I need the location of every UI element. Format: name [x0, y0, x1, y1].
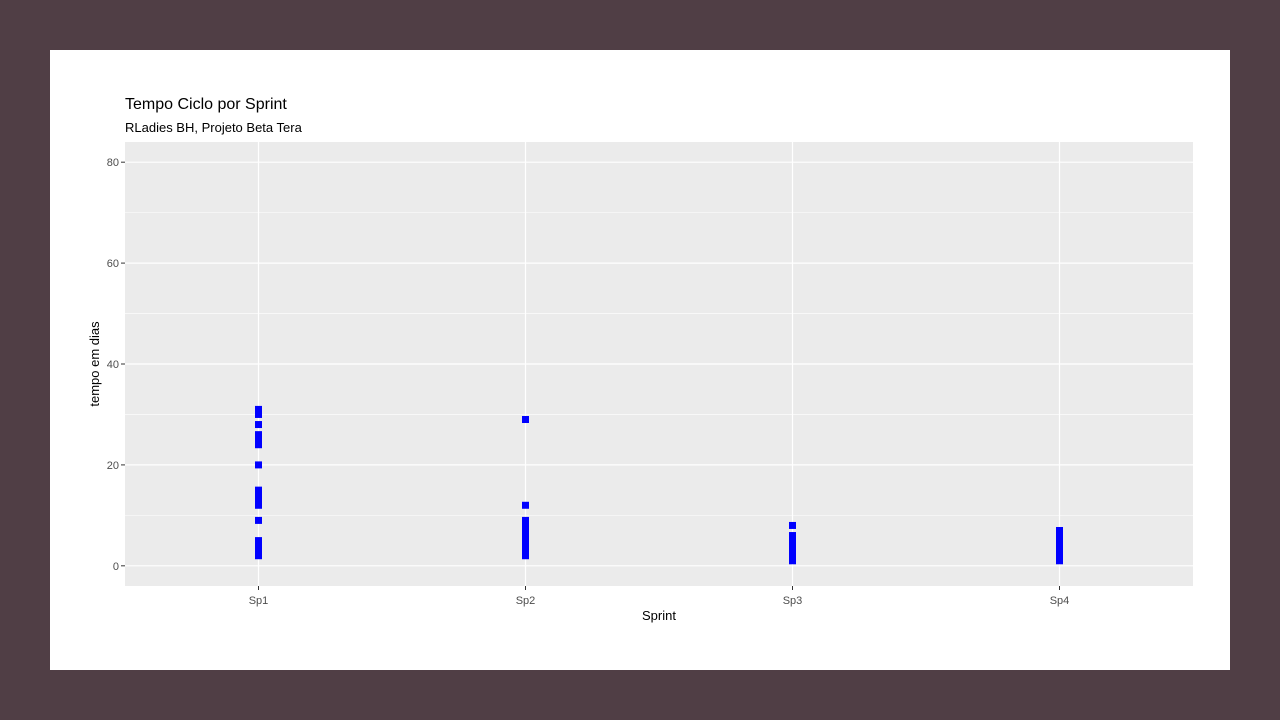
data-point	[522, 532, 529, 540]
data-point	[255, 436, 262, 444]
data-point	[522, 516, 529, 524]
data-point	[522, 527, 529, 534]
y-tick-label: 20	[107, 460, 119, 472]
data-point	[255, 421, 262, 429]
data-points	[255, 405, 1063, 565]
data-point	[789, 557, 796, 565]
data-point	[1056, 532, 1063, 540]
chart-svg: Tempo Ciclo por Sprint RLadies BH, Proje…	[87, 96, 1193, 623]
data-point	[1056, 547, 1063, 555]
x-tick-label: Sp3	[783, 595, 803, 607]
data-point	[522, 521, 529, 529]
chart-subtitle: RLadies BH, Projeto Beta Tera	[125, 120, 303, 135]
data-point	[789, 537, 796, 545]
data-point	[255, 537, 262, 545]
data-point	[255, 501, 262, 509]
data-point	[522, 552, 529, 560]
y-tick-label: 0	[113, 561, 119, 573]
y-tick-label: 80	[107, 157, 119, 169]
data-point	[255, 547, 262, 555]
data-point	[1056, 557, 1063, 565]
data-point	[255, 491, 262, 499]
x-axis: Sp1 Sp2 Sp3 Sp4	[249, 586, 1070, 607]
y-tick-label: 60	[107, 258, 119, 270]
data-point	[789, 552, 796, 560]
x-axis-title: Sprint	[642, 608, 676, 623]
grid-lines	[125, 142, 1193, 586]
data-point	[255, 441, 262, 449]
data-point	[1056, 537, 1063, 545]
y-tick-label: 40	[107, 359, 119, 371]
data-point	[522, 542, 529, 550]
data-point	[255, 461, 262, 469]
data-point	[522, 501, 529, 509]
data-point	[1056, 527, 1063, 534]
data-point	[522, 547, 529, 555]
x-tick-label: Sp4	[1050, 595, 1070, 607]
data-point	[255, 516, 262, 524]
data-point	[255, 405, 262, 413]
data-point	[789, 542, 796, 550]
y-axis-title: tempo em dias	[87, 321, 102, 407]
x-tick-label: Sp2	[516, 595, 536, 607]
data-point	[255, 552, 262, 560]
data-point	[522, 537, 529, 545]
y-axis: 0 20 40 60 80	[107, 157, 125, 573]
data-point	[789, 521, 796, 529]
data-point	[522, 416, 529, 423]
data-point	[255, 410, 262, 418]
data-point	[1056, 552, 1063, 560]
x-tick-label: Sp1	[249, 595, 269, 607]
data-point	[789, 532, 796, 540]
data-point	[255, 431, 262, 439]
data-point	[1056, 542, 1063, 550]
data-point	[255, 542, 262, 550]
chart-title: Tempo Ciclo por Sprint	[125, 96, 287, 113]
data-point	[255, 486, 262, 494]
data-point	[255, 496, 262, 504]
chart-slide: Tempo Ciclo por Sprint RLadies BH, Proje…	[50, 50, 1230, 670]
data-point	[789, 547, 796, 555]
